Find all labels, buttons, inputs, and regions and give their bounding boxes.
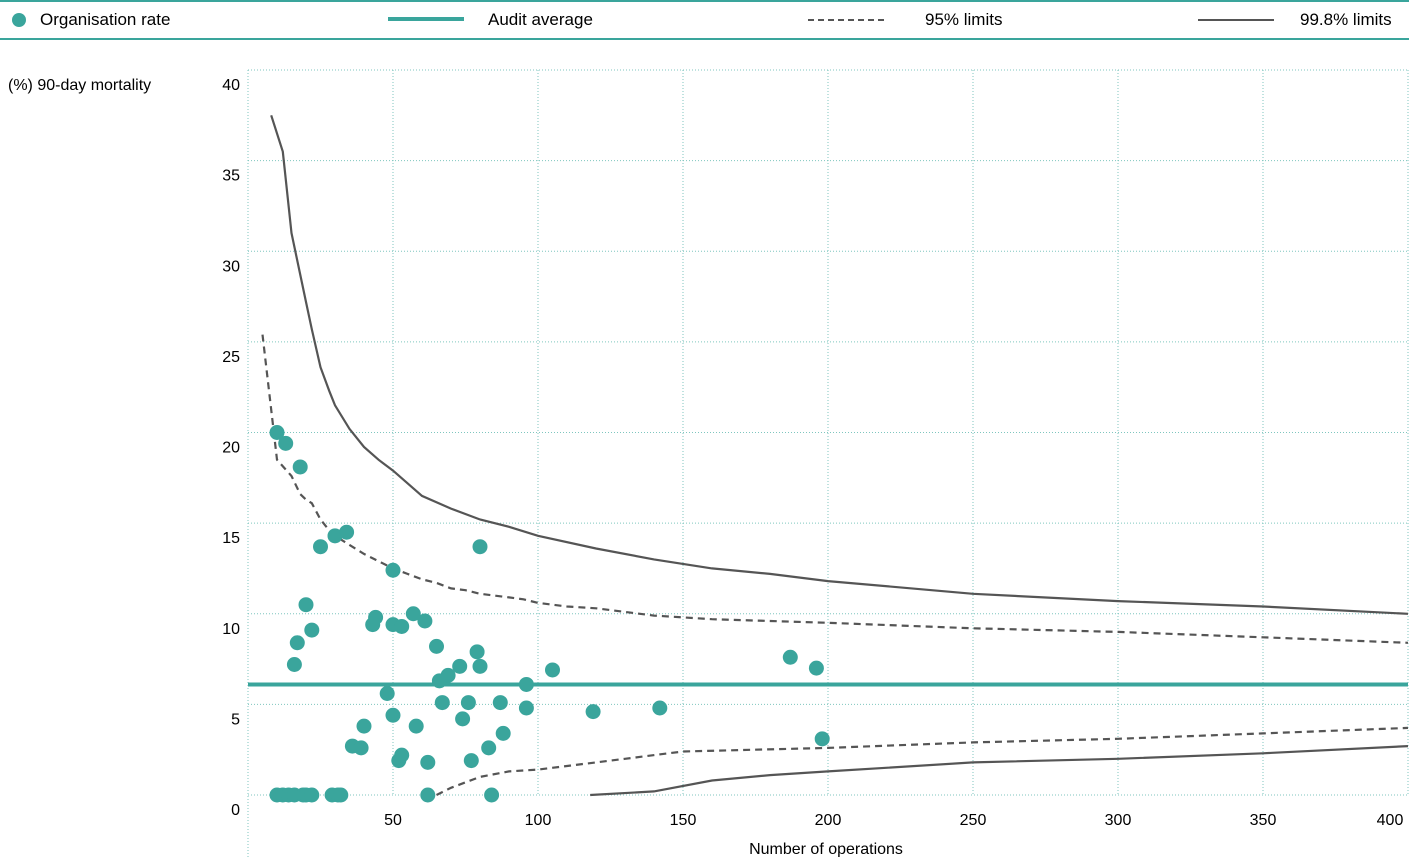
organisation-point xyxy=(495,725,511,741)
x-tick-label: 200 xyxy=(815,812,842,829)
organisation-point xyxy=(304,622,320,638)
organisation-point xyxy=(782,649,798,665)
y-tick-label: 35 xyxy=(222,168,240,185)
organisation-point xyxy=(292,459,308,475)
y-tick-label: 25 xyxy=(222,349,240,366)
y-tick-label: 20 xyxy=(222,440,240,457)
organisation-point xyxy=(814,731,830,747)
organisation-point xyxy=(472,539,488,555)
organisation-point xyxy=(289,635,305,651)
limit-95-line xyxy=(261,334,1409,644)
x-tick-labels: 50 100 150 200 250 300 350 400 xyxy=(384,812,1403,829)
organisation-point xyxy=(518,676,534,692)
x-tick-label: 400 xyxy=(1377,812,1404,829)
y-tick-labels: 0 5 10 15 20 25 30 35 40 xyxy=(222,77,240,819)
organisation-point xyxy=(585,704,601,720)
organisation-point xyxy=(652,700,668,716)
organisation-point xyxy=(304,787,320,803)
organisation-point xyxy=(313,539,328,555)
organisation-point xyxy=(484,787,500,803)
legend-organisation-rate: Organisation rate xyxy=(40,10,171,29)
x-tick-label: 50 xyxy=(384,812,402,829)
organisation-point xyxy=(455,711,471,727)
x-tick-label: 300 xyxy=(1105,812,1132,829)
organisation-point xyxy=(385,562,401,578)
y-tick-label: 10 xyxy=(222,621,240,638)
x-tick-label: 250 xyxy=(960,812,987,829)
organisation-rate-marker xyxy=(12,13,26,27)
organisation-point xyxy=(434,695,450,711)
organisation-point xyxy=(808,660,824,676)
organisation-point xyxy=(286,657,302,672)
organisation-point xyxy=(469,644,485,660)
organisation-point xyxy=(394,618,410,634)
99-8-limits-marker xyxy=(1198,19,1274,21)
x-tick-label: 350 xyxy=(1250,812,1277,829)
organisation-point xyxy=(472,658,488,674)
limit-95-line xyxy=(436,726,1409,796)
organisation-point xyxy=(356,718,372,734)
organisation-point xyxy=(327,528,343,544)
y-tick-label: 30 xyxy=(222,258,240,275)
grid xyxy=(247,69,1409,857)
organisation-point xyxy=(417,613,433,629)
organisation-point xyxy=(420,754,436,770)
organisation-point xyxy=(269,425,285,440)
y-tick-label: 5 xyxy=(231,711,240,728)
limit-99-8-line xyxy=(590,745,1409,797)
organisation-point xyxy=(460,695,476,711)
organisation-point xyxy=(405,606,421,622)
y-tick-label: 40 xyxy=(222,77,240,94)
organisation-point xyxy=(379,686,395,701)
organisation-point xyxy=(339,524,355,540)
organisation-point xyxy=(440,667,456,683)
organisation-point xyxy=(353,740,369,756)
organisation-points xyxy=(269,425,830,803)
organisation-point xyxy=(545,662,560,678)
organisation-point xyxy=(278,435,294,451)
organisation-point xyxy=(429,638,444,654)
organisation-point xyxy=(463,753,479,769)
x-tick-label: 150 xyxy=(670,812,697,829)
organisation-point xyxy=(481,740,497,756)
x-axis-label: Number of operations xyxy=(749,841,903,857)
organisation-point xyxy=(420,787,436,803)
organisation-point xyxy=(365,617,381,633)
audit-average-marker xyxy=(388,17,464,21)
organisation-point xyxy=(385,707,401,723)
organisation-point xyxy=(492,695,508,711)
organisation-point xyxy=(333,787,349,803)
limit-99-8-line xyxy=(270,114,1409,615)
organisation-point xyxy=(452,658,468,674)
legend: Organisation rate Audit average 95% limi… xyxy=(0,0,1409,40)
legend-95-limits: 95% limits xyxy=(925,10,1003,29)
organisation-point xyxy=(298,597,314,613)
organisation-point xyxy=(518,700,534,716)
legend-99-8-limits: 99.8% limits xyxy=(1300,10,1392,29)
y-axis-label: (%) 90-day mortality xyxy=(8,77,151,94)
y-tick-label: 0 xyxy=(231,802,240,819)
organisation-point xyxy=(394,747,410,763)
limit-lines xyxy=(261,114,1409,797)
95-limits-marker xyxy=(808,19,884,21)
organisation-point xyxy=(408,718,424,734)
legend-audit-average: Audit average xyxy=(488,10,593,29)
x-tick-label: 100 xyxy=(525,812,552,829)
y-tick-label: 15 xyxy=(222,530,240,547)
